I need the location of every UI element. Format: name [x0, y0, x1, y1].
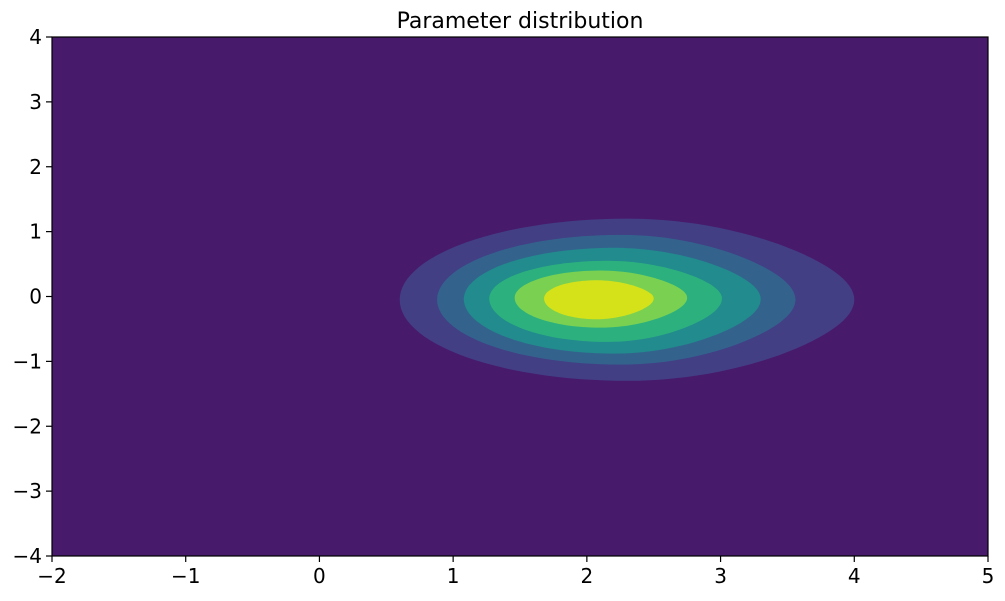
x-tick-label: −1 — [171, 564, 200, 588]
x-tick-label: 4 — [848, 564, 861, 588]
contour-level-6 — [544, 280, 654, 320]
x-tick-label: −2 — [37, 564, 66, 588]
y-tick-label: 1 — [29, 220, 42, 244]
chart-title: Parameter distribution — [397, 9, 644, 34]
y-tick-label: 0 — [29, 285, 42, 309]
x-axis: −2 −1 0 1 2 3 4 5 — [37, 556, 994, 588]
contour-layers — [399, 218, 855, 381]
y-tick-label: 2 — [29, 155, 42, 179]
x-tick-label: 0 — [313, 564, 326, 588]
x-tick-label: 1 — [447, 564, 460, 588]
y-tick-label: −1 — [13, 349, 42, 373]
y-tick-label: −4 — [13, 544, 42, 568]
x-tick-label: 3 — [714, 564, 727, 588]
y-axis: −4 −3 −2 −1 0 1 2 3 4 — [13, 25, 52, 568]
x-tick-label: 5 — [982, 564, 995, 588]
y-tick-label: −2 — [13, 414, 42, 438]
y-tick-label: 3 — [29, 90, 42, 114]
y-tick-label: −3 — [13, 479, 42, 503]
x-tick-label: 2 — [580, 564, 593, 588]
y-tick-label: 4 — [29, 25, 42, 49]
